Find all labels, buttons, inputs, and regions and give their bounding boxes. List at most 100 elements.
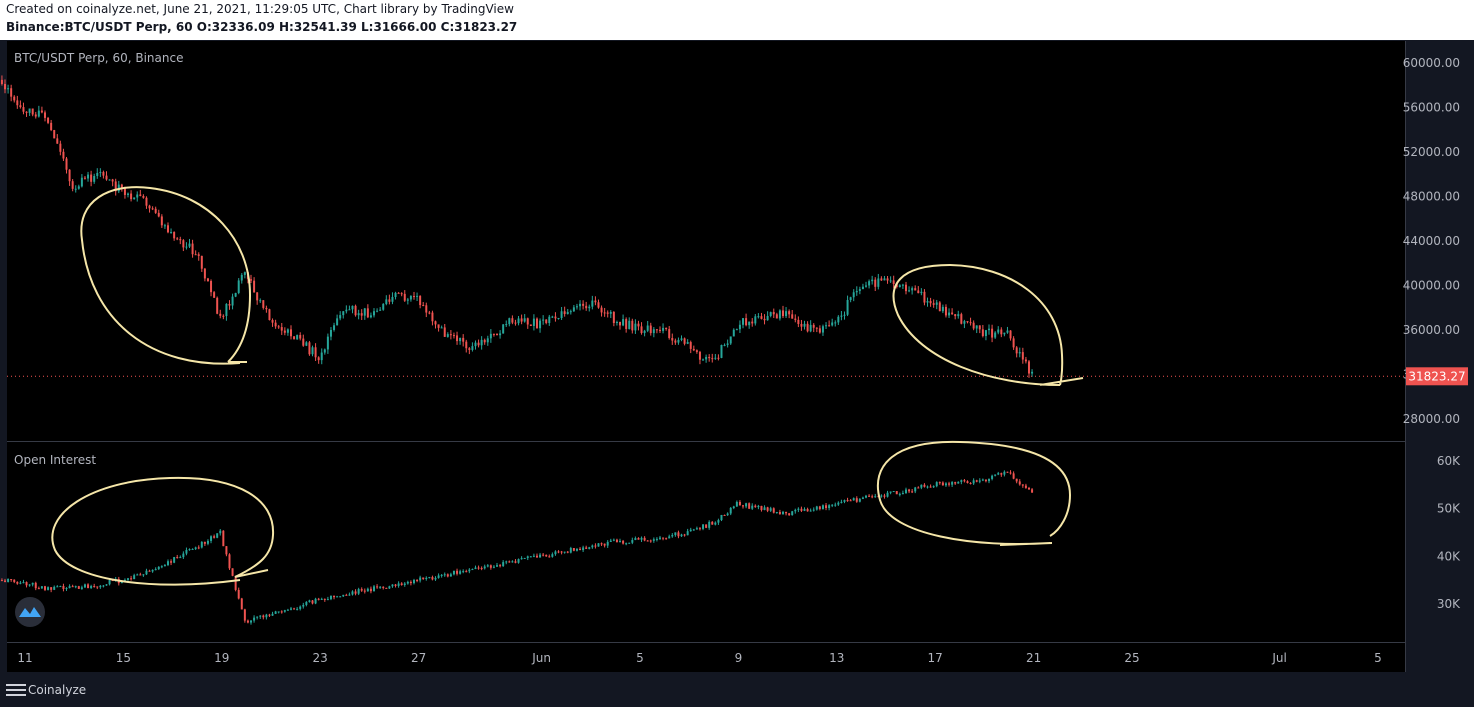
oi-candle-body [834,504,837,506]
coinalyze-logo-icon[interactable] [15,597,45,627]
oi-candle-body [652,539,655,541]
oi-candle-body [572,548,575,551]
oi-candle-body [566,551,569,553]
oi-candle-body [133,575,136,580]
oi-candle-body [1027,487,1030,490]
oi-y-tick-label: 60K [1437,454,1461,468]
price-candle-body [468,348,471,350]
oi-candle-body [689,529,692,532]
price-candle-body [732,329,735,337]
oi-candle-body [305,601,308,605]
oi-candle-body [674,532,677,536]
oi-candle-body [19,582,22,584]
price-candle-body [505,324,508,326]
oi-candle-body [954,482,957,484]
price-candle-body [695,350,698,352]
price-candle-body [871,279,874,282]
price-candle-body [366,308,369,318]
oi-candle-body [505,561,508,563]
price-candle-body [655,329,658,331]
price-candle-body [188,243,191,247]
high-value: H:32541.39 [278,20,357,34]
price-candle-body [643,330,646,334]
oi-candle-body [173,557,176,563]
price-y-tick-label: 52000.00 [1403,145,1460,159]
oi-candle-body [1000,473,1003,475]
price-candle-body [492,333,495,335]
price-candle-body [406,299,409,301]
price-candle-body [222,315,225,317]
price-candle-body [259,300,262,302]
hamburger-icon[interactable] [6,684,26,698]
oi-candle-body [655,538,658,540]
oi-candle-body [1006,471,1009,473]
price-candle-body [280,327,283,331]
price-candle-body [594,300,597,303]
price-candle-body [31,108,34,115]
brand-label[interactable]: Coinalyze [28,683,87,697]
price-candle-body [274,322,277,327]
price-candle-body [234,292,237,297]
oi-candle-body [68,586,71,589]
oi-candle-body [323,598,326,600]
price-candle-body [191,243,194,255]
oi-candle-body [50,587,53,590]
oi-candle-body [825,505,828,509]
price-candle-body [766,315,769,321]
open-interest-pane[interactable] [7,442,1405,642]
price-candle-body [717,357,720,359]
oi-candle-body [1024,485,1027,488]
oi-candle-body [948,483,951,485]
chart-canvas[interactable]: BTC/USDT Perp, 60, Binance Open Interest… [0,40,1474,672]
oi-candle-body [748,503,751,509]
price-candle-body [843,314,846,316]
oi-candle-body [520,558,523,560]
price-candle-body [108,179,111,181]
oi-candle-body [868,495,871,497]
price-candle-body [16,100,19,106]
oi-candle-body [772,508,775,513]
oi-candle-body [920,484,923,488]
price-candle-body [865,285,868,287]
price-candle-body [93,175,96,182]
price-candle-body [563,311,566,315]
oi-candle-body [299,606,302,609]
price-candle-body [585,305,588,309]
oi-candle-body [274,611,277,614]
oi-candle-body [895,491,898,495]
price-candle-body [348,309,351,311]
oi-candle-body [194,547,197,549]
x-tick-label: 25 [1124,651,1139,665]
oi-candle-body [557,551,560,553]
oi-candle-body [10,579,13,581]
price-series [0,75,1405,378]
price-candle-body [369,315,372,318]
oi-candle-body [77,586,80,589]
oi-candle-body [1009,472,1012,474]
oi-candle-body [815,506,818,510]
oi-candle-body [317,598,320,600]
x-tick-label: 9 [735,651,743,665]
price-candle-body [591,300,594,307]
oi-candle-body [603,543,606,546]
price-candle-body [658,329,661,331]
oi-candle-body [575,548,578,551]
price-pane[interactable] [7,41,1405,441]
oi-candle-body [157,566,160,570]
oi-candle-body [686,531,689,536]
oi-candle-body [751,505,754,509]
price-candle-body [671,337,674,341]
oi-candle-body [434,577,437,580]
price-candle-body [317,357,320,361]
oi-candle-body [468,569,471,572]
price-candle-body [748,321,751,326]
annotation-circle-oi-left [51,476,275,586]
price-candle-body [569,311,572,313]
oi-candle-body [394,584,397,586]
oi-candle-body [25,582,28,586]
oi-candle-body [738,501,741,506]
price-candle-body [917,290,920,294]
open-value: O:32336.09 [196,20,275,34]
oi-candle-body [342,594,345,597]
oi-candle-body [40,586,43,589]
